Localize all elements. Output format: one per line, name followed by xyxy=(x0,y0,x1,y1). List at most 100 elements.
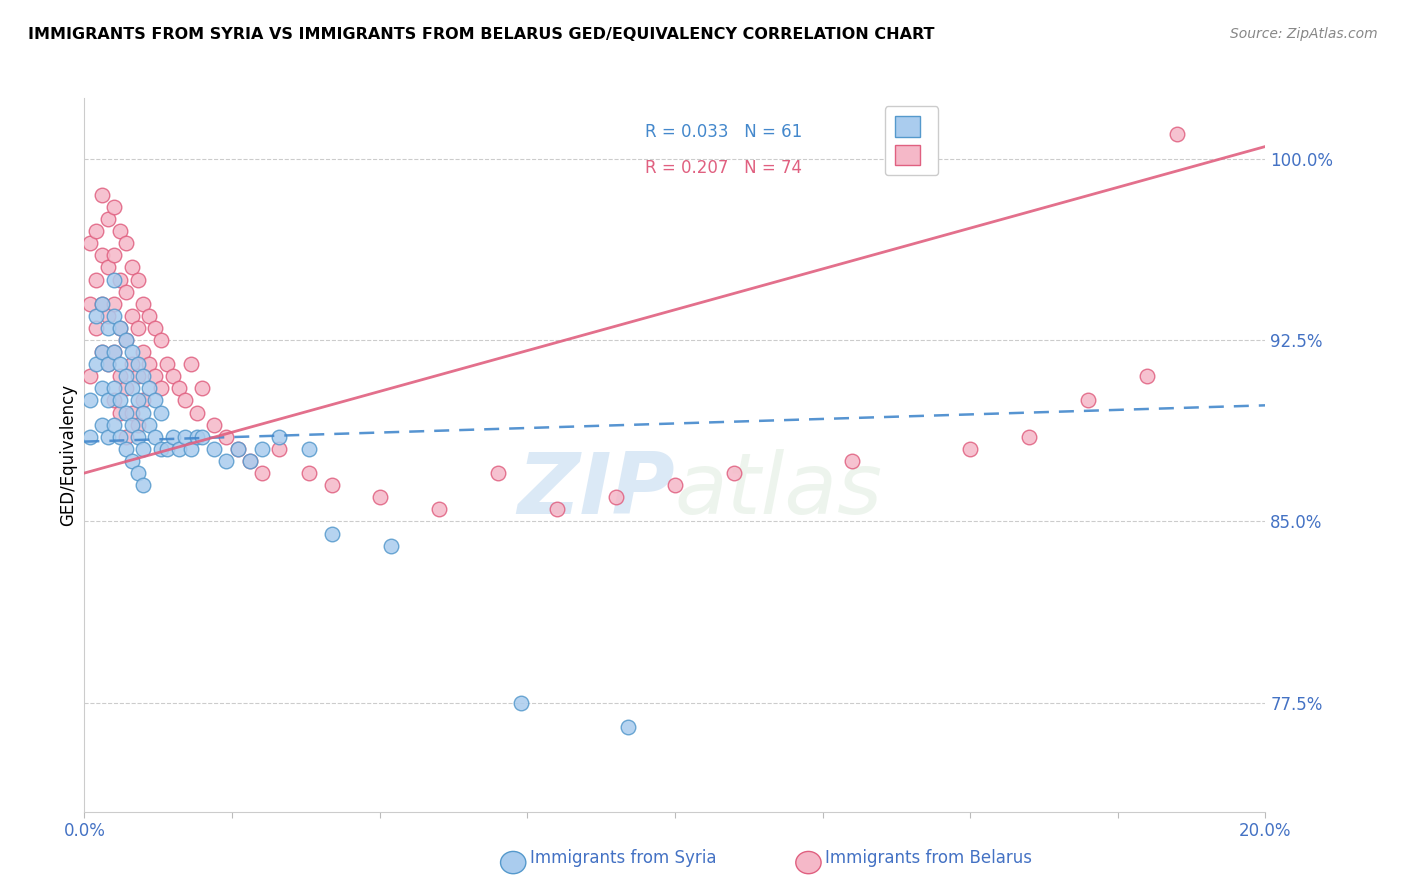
Point xyxy=(91,345,114,359)
Point xyxy=(239,454,262,468)
Point xyxy=(121,260,143,275)
Point xyxy=(380,539,402,553)
Point xyxy=(143,369,166,384)
Point xyxy=(121,345,143,359)
Point xyxy=(180,442,202,456)
Point xyxy=(103,297,125,311)
Point xyxy=(250,442,273,456)
Point xyxy=(103,345,125,359)
Point xyxy=(114,285,136,299)
Point xyxy=(114,333,136,347)
Point xyxy=(143,321,166,335)
Point xyxy=(173,393,195,408)
Point xyxy=(156,357,179,371)
Point xyxy=(79,393,101,408)
Point xyxy=(121,417,143,432)
Point xyxy=(226,442,249,456)
Point xyxy=(121,357,143,371)
Point xyxy=(616,720,638,734)
Point xyxy=(108,272,131,286)
Point xyxy=(108,369,131,384)
Point xyxy=(127,321,149,335)
Point xyxy=(103,381,125,395)
Point xyxy=(1018,430,1040,444)
Point xyxy=(186,406,208,420)
Text: R = 0.033   N = 61: R = 0.033 N = 61 xyxy=(645,123,803,141)
Text: ZIP: ZIP xyxy=(517,449,675,533)
Point xyxy=(202,442,225,456)
Point xyxy=(103,200,125,214)
Point xyxy=(97,309,120,323)
Point xyxy=(150,406,173,420)
Point xyxy=(91,345,114,359)
Point xyxy=(138,417,160,432)
Point xyxy=(546,502,568,516)
Point xyxy=(114,442,136,456)
Point xyxy=(427,502,450,516)
Point xyxy=(723,466,745,480)
Point xyxy=(167,442,190,456)
Point xyxy=(103,393,125,408)
Text: Immigrants from Belarus: Immigrants from Belarus xyxy=(825,849,1032,867)
Point xyxy=(202,417,225,432)
Point xyxy=(121,454,143,468)
Point xyxy=(103,417,125,432)
Point xyxy=(269,430,291,444)
Point xyxy=(510,696,533,710)
Point xyxy=(108,393,131,408)
Point xyxy=(103,272,125,286)
Point xyxy=(1136,369,1159,384)
Point xyxy=(269,442,291,456)
Point xyxy=(138,357,160,371)
Point xyxy=(114,406,136,420)
Point xyxy=(108,321,131,335)
Point xyxy=(298,442,321,456)
Point xyxy=(121,381,143,395)
Point xyxy=(186,430,208,444)
Point xyxy=(191,430,214,444)
Point xyxy=(97,357,120,371)
Text: IMMIGRANTS FROM SYRIA VS IMMIGRANTS FROM BELARUS GED/EQUIVALENCY CORRELATION CHA: IMMIGRANTS FROM SYRIA VS IMMIGRANTS FROM… xyxy=(28,27,935,42)
Point xyxy=(191,381,214,395)
Point xyxy=(132,345,155,359)
Y-axis label: GED/Equivalency: GED/Equivalency xyxy=(59,384,77,526)
Legend: , : , xyxy=(884,106,938,176)
Point xyxy=(321,526,343,541)
Point xyxy=(97,430,120,444)
Point xyxy=(84,321,107,335)
Point xyxy=(79,430,101,444)
Point xyxy=(127,393,149,408)
Point xyxy=(127,466,149,480)
Point xyxy=(91,417,114,432)
Point xyxy=(138,309,160,323)
Point xyxy=(108,430,131,444)
Point xyxy=(368,490,391,504)
Point xyxy=(321,478,343,492)
Point xyxy=(138,381,160,395)
Point xyxy=(108,406,131,420)
Point xyxy=(114,333,136,347)
Text: atlas: atlas xyxy=(675,449,883,533)
Point xyxy=(91,297,114,311)
Point xyxy=(114,236,136,251)
Point xyxy=(91,187,114,202)
Point xyxy=(150,442,173,456)
Point xyxy=(226,442,249,456)
Point xyxy=(150,333,173,347)
Point xyxy=(132,369,155,384)
Point xyxy=(114,369,136,384)
Text: R = 0.207   N = 74: R = 0.207 N = 74 xyxy=(645,159,803,177)
Point xyxy=(97,357,120,371)
Point xyxy=(1077,393,1099,408)
Point xyxy=(114,430,136,444)
Point xyxy=(97,321,120,335)
Point xyxy=(121,309,143,323)
Point xyxy=(127,369,149,384)
Point xyxy=(143,393,166,408)
Point xyxy=(103,345,125,359)
Point xyxy=(97,212,120,227)
Point xyxy=(84,224,107,238)
Point xyxy=(132,297,155,311)
Point xyxy=(162,430,184,444)
Point xyxy=(132,442,155,456)
